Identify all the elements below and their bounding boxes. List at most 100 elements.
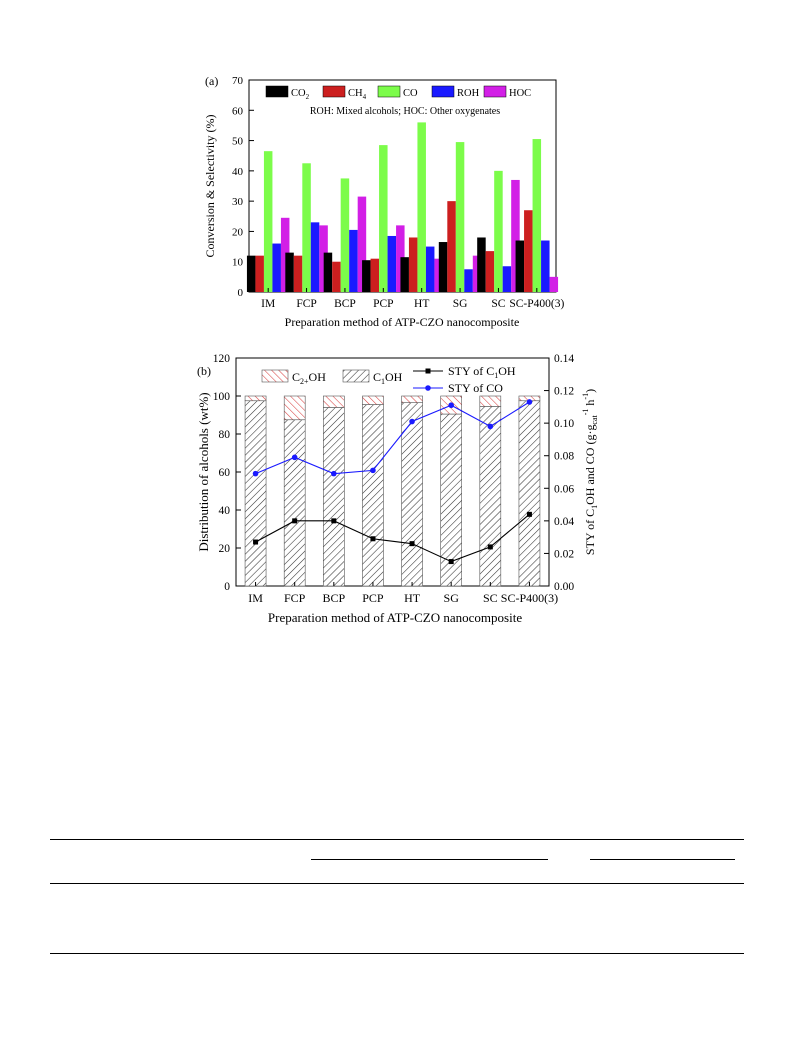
bar-ch4-sc <box>485 251 495 292</box>
legend-label: HOC <box>509 88 531 99</box>
bars-a <box>246 122 559 293</box>
bar-co-sg <box>455 142 465 292</box>
x-tick-label: SC-P400(3) <box>509 298 564 310</box>
point-sty-c1oh <box>292 518 298 524</box>
bar-co2-sc-p400(3) <box>515 240 525 292</box>
y-tick-label-right: 0.06 <box>554 483 574 495</box>
point-sty-co <box>291 454 298 461</box>
bar-c2oh-pcp <box>362 395 384 405</box>
chart-panel-a: (a) 0 10 20 30 40 50 60 70 IM FCP BCP PCP HT SG SC SC-… <box>203 74 564 329</box>
bar-ch4-fcp <box>293 255 303 292</box>
bar-c1oh-bcp <box>323 407 345 587</box>
y-tick-label: 100 <box>213 391 231 403</box>
y-tick-label: 40 <box>219 505 231 517</box>
x-tick-label: BCP <box>334 298 356 310</box>
bar-c2oh-sc <box>479 395 502 407</box>
table-header-rule <box>50 883 744 884</box>
bar-c1oh-fcp <box>283 419 306 587</box>
legend-swatch <box>322 85 346 98</box>
bar-hoc-ht <box>434 258 443 292</box>
bar-co2-fcp <box>285 252 294 292</box>
y-axis-ticks-right-b: 0.00 0.02 0.04 0.06 0.08 0.10 0.12 0.14 <box>544 353 574 593</box>
x-tick-label: BCP <box>322 591 345 605</box>
bar-hoc-fcp <box>319 225 328 292</box>
legend-marker <box>425 385 431 391</box>
bar-ch4-sc-p400(3) <box>524 210 533 292</box>
x-axis-label-a: Preparation method of ATP-CZO nanocompos… <box>285 315 520 329</box>
y-axis-label-a: Conversion & Selectivity (%) <box>203 115 217 258</box>
bar-roh-sc-p400(3) <box>541 240 550 292</box>
x-tick-label: SC-P400(3) <box>501 591 558 605</box>
table-group-rule-2 <box>590 859 735 860</box>
legend-label: STY of C1OH <box>448 364 516 380</box>
legend-a: CO2 CH4 CO ROH HOC <box>265 85 531 101</box>
point-sty-c1oh <box>409 541 415 547</box>
bar-ch4-ht <box>408 237 418 292</box>
bar-hoc-sc <box>511 179 520 292</box>
y-tick-label: 120 <box>213 353 231 365</box>
line-sty-of-co <box>255 401 530 475</box>
y-tick-label: 20 <box>232 226 244 238</box>
y-tick-label-right: 0.12 <box>554 386 574 398</box>
x-tick-label: SC <box>491 298 505 310</box>
point-sty-co <box>331 470 337 477</box>
bar-co2-sg <box>438 242 448 292</box>
x-tick-label: IM <box>261 298 275 310</box>
bar-roh-pcp <box>387 235 397 292</box>
point-sty-c1oh <box>370 536 376 542</box>
panel-label-a: (a) <box>205 74 218 88</box>
x-tick-label: IM <box>248 591 263 605</box>
bar-co2-pcp <box>362 260 371 292</box>
chart-panel-b: (b) 0 20 40 60 80 100 120 0.00 0.02 0.04 0.06 0.08… <box>196 353 599 625</box>
bar-roh-ht <box>425 246 435 292</box>
x-tick-label: PCP <box>373 298 393 310</box>
y-tick-label-right: 0.14 <box>554 353 574 365</box>
bar-c2oh-ht <box>401 395 423 403</box>
table-bottom-rule <box>50 953 744 954</box>
bar-co2-bcp <box>323 252 333 292</box>
legend-label: CO <box>403 88 418 99</box>
legend-label: C2+OH <box>292 370 326 386</box>
point-sty-c1oh <box>487 544 493 550</box>
legend-swatch <box>483 85 507 98</box>
bar-ch4-sg <box>447 201 456 292</box>
legend-label: CH4 <box>348 88 367 101</box>
y-tick-label-right: 0.04 <box>554 516 574 528</box>
bar-co-ht <box>417 122 426 293</box>
bar-c1oh-sc <box>479 406 502 587</box>
y-tick-label: 40 <box>232 166 244 178</box>
point-sty-co <box>252 470 259 477</box>
point-sty-co <box>409 418 415 425</box>
legend-label: ROH <box>457 88 480 99</box>
x-tick-label: HT <box>404 591 421 605</box>
legend-swatch <box>431 85 455 98</box>
point-sty-c1oh <box>253 539 259 545</box>
y-tick-label-right: 0.08 <box>554 451 574 463</box>
y-axis-ticks-b: 0 20 40 60 80 100 120 <box>213 353 241 593</box>
y-tick-label: 0 <box>238 287 244 299</box>
legend-label: C1OH <box>373 370 403 386</box>
bar-c2oh-bcp <box>323 395 345 408</box>
point-sty-co <box>370 467 376 474</box>
x-axis-ticks-b: IM FCP BCP PCP HT SG SC SC-P400(3) <box>248 582 558 605</box>
point-sty-c1oh <box>448 559 454 565</box>
bar-ch4-im <box>255 255 264 292</box>
bar-roh-bcp <box>349 229 358 292</box>
legend-swatch <box>342 369 370 383</box>
bar-c1oh-sc-p400(3) <box>518 400 541 587</box>
legend-label: STY of CO <box>448 381 503 395</box>
legend-note-a: ROH: Mixed alcohols; HOC: Other oxygenat… <box>310 106 500 117</box>
bar-ch4-pcp <box>370 258 380 292</box>
bar-co2-sc <box>477 237 486 292</box>
bar-hoc-sg <box>472 255 482 292</box>
x-tick-label: SG <box>453 298 468 310</box>
bar-co2-im <box>246 255 256 292</box>
line-sty-of-c1oh <box>255 513 530 563</box>
legend-label: CO2 <box>291 88 310 101</box>
y-tick-label-right: 0.02 <box>554 548 574 560</box>
x-tick-label: PCP <box>362 591 384 605</box>
bar-co-sc <box>494 170 503 292</box>
bar-co-sc-p400(3) <box>532 139 542 292</box>
y-axis-label-b: Distribution of alcohols (wt%) <box>196 392 211 551</box>
